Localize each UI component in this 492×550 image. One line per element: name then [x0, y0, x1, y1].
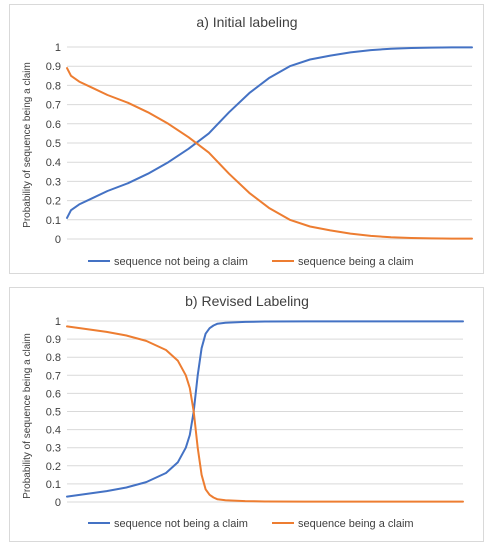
chart-a-ytick-label: 0.4 — [46, 157, 61, 169]
chart-b-ytick-label: 1 — [55, 316, 61, 328]
chart-b-svg: b) Revised Labeling 00.10.20.30.40.50.60… — [22, 293, 464, 530]
chart-panel-b: b) Revised Labeling 0 0.1 0.2 0.3 0.4 0.5 0.6 0… — [9, 287, 484, 542]
chart-b-series-line-2 — [66, 325, 464, 503]
chart-a-ytick-labels: 0 0.1 0.2 0.3 0.4 0.5 0.6 0.7 0.8 0.9 1 — [46, 42, 61, 246]
chart-b-ytick-label: 0.7 — [46, 370, 61, 382]
chart-b-ytick-label: 0.6 — [46, 388, 61, 400]
chart-a-legend: sequence not being a claim sequence bein… — [88, 256, 414, 268]
chart-b-ytick-label: 0.5 — [46, 407, 61, 419]
legend-b-label-1: sequence not being a claim — [114, 518, 248, 530]
chart-a-ytick-label: 0.5 — [46, 138, 61, 150]
legend-a-label-1: sequence not being a claim — [114, 256, 248, 268]
chart-a-title: a) Initial labeling — [196, 14, 297, 30]
chart-b-ytick-label: 0.4 — [46, 425, 61, 437]
chart-a-ytick-label: 0.3 — [46, 176, 61, 188]
chart-b-ylabel: Probability of sequence being a claim — [22, 333, 33, 499]
chart-a-ytick-label: 0.8 — [46, 80, 61, 92]
chart-a-series-line-2 — [66, 67, 473, 240]
chart-b-ytick-label: 0.8 — [46, 352, 61, 364]
chart-b-ytick-label: 0.1 — [46, 479, 61, 491]
chart-b-ytick-label: 0 — [55, 497, 61, 509]
chart-a-ytick-label: 0.6 — [46, 119, 61, 131]
legend-a-label-2: sequence being a claim — [298, 256, 414, 268]
chart-b-ytick-labels: 0 0.1 0.2 0.3 0.4 0.5 0.6 0.7 0.8 0.9 1 — [46, 316, 61, 509]
chart-b-title: b) Revised Labeling — [185, 293, 309, 309]
chart-a-ytick-label: 0.7 — [46, 100, 61, 112]
chart-a-ylabel: Probability of sequence being a claim — [22, 62, 33, 228]
legend-b-label-2: sequence being a claim — [298, 518, 414, 530]
chart-a-ytick-label: 0.1 — [46, 215, 61, 227]
chart-b-ytick-label: 0.2 — [46, 461, 61, 473]
chart-a-series-lines — [66, 46, 473, 240]
chart-a-ytick-label: 0.9 — [46, 61, 61, 73]
chart-b-series-lines — [66, 320, 464, 503]
chart-a-series-line-1 — [66, 46, 473, 219]
chart-b-ytick-label: 0.9 — [46, 334, 61, 346]
chart-b-legend: sequence not being a claim sequence bein… — [88, 518, 414, 530]
chart-b-grid — [67, 320, 463, 503]
chart-panel-a: a) Initial labeling 0 0.1 0.2 0.3 0.4 0.5 0.6 0… — [9, 4, 484, 274]
chart-a-ytick-label: 0 — [55, 234, 61, 246]
chart-a-grid — [67, 46, 472, 240]
chart-b-ytick-label: 0.3 — [46, 443, 61, 455]
chart-a-svg: a) Initial labeling 00.10.20.30.40.50.60… — [22, 14, 473, 268]
chart-b-series-line-1 — [66, 320, 464, 498]
chart-a-ytick-label: 0.2 — [46, 196, 61, 208]
chart-a-ytick-label: 1 — [55, 42, 61, 54]
